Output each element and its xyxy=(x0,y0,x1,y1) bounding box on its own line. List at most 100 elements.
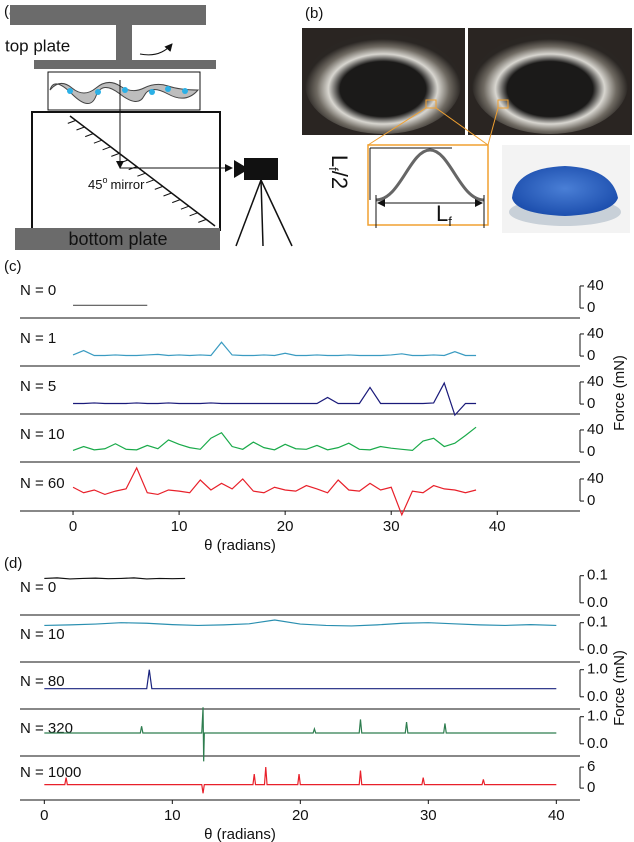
hatch-line xyxy=(76,126,85,131)
hatch-line xyxy=(189,212,198,217)
force-trace xyxy=(72,341,477,357)
y-tick-label: 40 xyxy=(587,470,604,487)
zoom-box xyxy=(497,99,509,109)
hatch-line xyxy=(154,185,163,190)
hatch-line xyxy=(145,179,155,184)
shaft xyxy=(116,25,132,60)
y-tick-label: 0.1 xyxy=(587,567,608,584)
x-axis-label: θ (radians) xyxy=(204,826,276,842)
series-label: N = 1000 xyxy=(20,764,81,781)
hatch-line xyxy=(137,172,146,177)
panel-label: (b) xyxy=(305,5,323,22)
force-trace xyxy=(72,426,477,452)
y-tick-label: 0.0 xyxy=(587,594,608,611)
camera xyxy=(244,158,278,180)
panel-label: (d) xyxy=(4,555,22,572)
mirror-label: 45o mirror xyxy=(88,175,145,192)
x-tick-label: 10 xyxy=(164,807,181,824)
top-plate-label: top plate xyxy=(5,36,70,55)
mirror-angle: 45 xyxy=(88,177,102,192)
y-axis-label: Force (mN) xyxy=(611,650,628,726)
x-tick-label: 40 xyxy=(489,518,506,535)
x-tick-label: 30 xyxy=(420,807,437,824)
upper-plate xyxy=(34,60,216,69)
mirror-box xyxy=(31,111,221,231)
series-label: N = 60 xyxy=(20,475,65,492)
y-tick-label: 6 xyxy=(587,758,595,775)
mirror xyxy=(69,115,216,227)
x-tick-label: 20 xyxy=(292,807,309,824)
series-label: N = 5 xyxy=(20,378,56,395)
degree: o xyxy=(102,175,107,185)
length-subscript: f xyxy=(326,167,341,171)
force-trace xyxy=(44,767,557,794)
photo-ring xyxy=(305,34,461,134)
force-trace xyxy=(44,669,557,690)
length-symbol: L xyxy=(436,201,448,226)
x-axis-label: θ (radians) xyxy=(204,537,276,554)
bottom-plate xyxy=(15,228,220,250)
hatch-line xyxy=(111,152,120,157)
series-label: N = 320 xyxy=(20,720,73,737)
y-tick-label: 0 xyxy=(587,443,595,460)
y-tick-label: 0.0 xyxy=(587,735,608,752)
y-tick-label: 40 xyxy=(587,277,604,294)
y-axis-label: Force (mN) xyxy=(611,355,628,431)
y-tick-label: 0 xyxy=(587,395,595,412)
y-tick-label: 0.0 xyxy=(587,641,608,658)
zoom-lines xyxy=(367,107,499,146)
hatch-line xyxy=(67,119,76,124)
y-tick-label: 40 xyxy=(587,421,604,438)
hatch-line xyxy=(163,192,172,197)
rotation-arrow xyxy=(139,43,173,56)
top-plate xyxy=(10,5,206,25)
force-trace xyxy=(73,381,477,417)
half: /2 xyxy=(327,171,352,189)
x-tick-label: 10 xyxy=(171,518,188,535)
x-tick-label: 20 xyxy=(277,518,294,535)
force-trace xyxy=(44,619,557,627)
hatch-line xyxy=(85,133,94,138)
x-tick-label: 0 xyxy=(40,807,48,824)
y-tick-label: 0 xyxy=(587,299,595,316)
x-tick-label: 30 xyxy=(383,518,400,535)
bump-profile xyxy=(375,148,485,202)
sketch-box xyxy=(367,144,489,226)
series-label: N = 0 xyxy=(20,282,56,299)
force-trace xyxy=(44,707,557,762)
series-label: N = 80 xyxy=(20,673,65,690)
y-tick-label: 0 xyxy=(587,492,595,509)
y-tick-label: 0 xyxy=(587,779,595,796)
hatch-line xyxy=(102,146,111,151)
x-tick-label: 40 xyxy=(548,807,565,824)
height-label: Lf/2 xyxy=(326,155,353,189)
force-trace xyxy=(72,466,477,517)
mirror-word: mirror xyxy=(110,177,145,192)
dish-particles xyxy=(512,166,618,216)
camera-lens xyxy=(234,160,244,178)
y-tick-label: 40 xyxy=(587,325,604,342)
y-tick-label: 0.1 xyxy=(587,614,608,631)
length-subscript: f xyxy=(448,214,452,229)
y-tick-label: 40 xyxy=(587,373,604,390)
series-label: N = 0 xyxy=(20,579,56,596)
y-tick-label: 1.0 xyxy=(587,708,608,725)
panel-label: (c) xyxy=(4,258,22,275)
photo-ring xyxy=(472,34,628,134)
particles xyxy=(67,86,188,95)
hatch-line xyxy=(172,199,181,204)
series-label: N = 10 xyxy=(20,426,65,443)
hatch-line xyxy=(93,139,103,144)
x-tick-label: 0 xyxy=(69,518,77,535)
length-ticks xyxy=(375,195,485,228)
y-tick-label: 0.0 xyxy=(587,688,608,705)
y-tick-label: 0 xyxy=(587,347,595,364)
tripod xyxy=(235,179,293,247)
y-tick-label: 1.0 xyxy=(587,661,608,678)
hatch-line xyxy=(180,205,190,210)
hatch-line xyxy=(198,218,207,223)
series-label: N = 1 xyxy=(20,330,56,347)
membrane xyxy=(49,82,200,104)
